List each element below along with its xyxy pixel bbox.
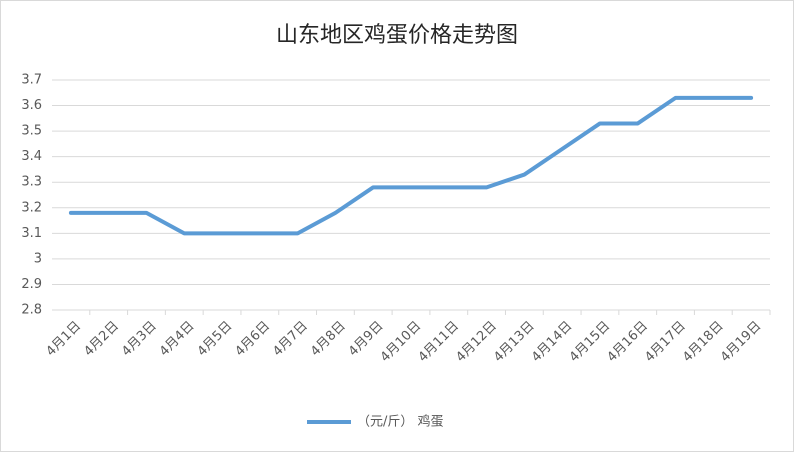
y-tick-label: 3.6 [21, 98, 42, 113]
y-tick-label: 3.7 [21, 73, 42, 88]
y-tick-label: 3.4 [21, 149, 42, 164]
line-series [68, 95, 754, 236]
legend-label: （元/斤） 鸡蛋 [357, 414, 444, 430]
y-tick-label: 3.2 [21, 200, 42, 215]
y-tick-label: 3.5 [21, 124, 42, 139]
y-tick-label: 3.3 [21, 175, 42, 190]
y-tick-label: 3.1 [21, 226, 42, 241]
y-tick-label: 2.9 [21, 277, 42, 292]
y-tick-label: 2.8 [21, 303, 42, 318]
y-tick-label: 3 [34, 251, 42, 266]
chart-title: 山东地区鸡蛋价格走势图 [276, 23, 518, 48]
